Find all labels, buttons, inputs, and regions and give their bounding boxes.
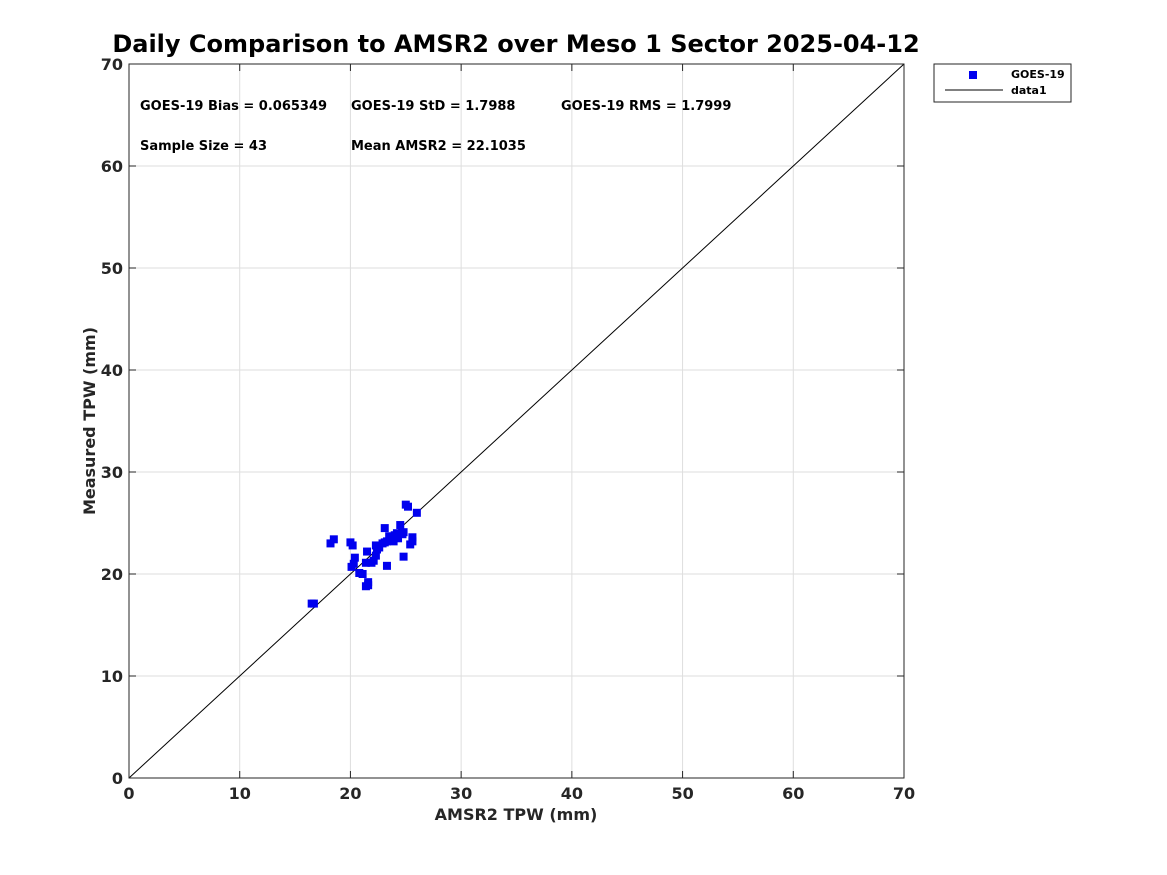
y-tick-label: 20 <box>101 565 123 584</box>
data-point <box>349 559 358 568</box>
data-point <box>382 561 391 570</box>
data-point <box>348 541 357 550</box>
data-points <box>307 500 421 608</box>
stat-rms: GOES-19 RMS = 1.7999 <box>561 99 731 114</box>
legend-label-data1: data1 <box>1011 84 1047 97</box>
data-point <box>363 547 372 556</box>
chart-title: Daily Comparison to AMSR2 over Meso 1 Se… <box>112 30 919 58</box>
reference-line-group <box>128 63 905 779</box>
legend-box <box>933 63 1072 103</box>
data-point <box>364 578 373 587</box>
data-point <box>375 543 384 552</box>
legend-label-goes19: GOES-19 <box>1011 68 1065 81</box>
x-tick-label: 30 <box>450 784 472 803</box>
data-point <box>371 551 380 560</box>
legend: GOES-19 data1 <box>933 63 1072 103</box>
data-point <box>408 537 417 546</box>
stat-std: GOES-19 StD = 1.7988 <box>351 99 515 114</box>
stat-bias: GOES-19 Bias = 0.065349 <box>140 99 327 114</box>
data-point <box>396 521 405 530</box>
x-tick-label: 60 <box>782 784 804 803</box>
data-point <box>392 529 401 538</box>
data-point <box>369 556 378 565</box>
y-tick-label: 40 <box>101 361 123 380</box>
y-tick-label: 60 <box>101 157 123 176</box>
data-point <box>399 552 408 561</box>
data-point <box>378 539 387 548</box>
data-point <box>350 553 359 562</box>
plot-frame <box>128 63 905 779</box>
axis-ticks: 0 10 20 30 40 50 60 70 0 10 20 30 40 50 60 70 <box>101 55 915 803</box>
stats-annotations: GOES-19 Bias = 0.065349 GOES-19 StD = 1.7… <box>140 99 731 154</box>
data-point <box>326 539 335 548</box>
data-point <box>394 534 403 543</box>
y-axis-label: Measured TPW (mm) <box>80 327 99 515</box>
x-tick-label: 20 <box>339 784 361 803</box>
x-tick-label: 40 <box>561 784 583 803</box>
gridlines <box>129 64 904 778</box>
data-point <box>329 535 338 544</box>
stat-mean: Mean AMSR2 = 22.1035 <box>351 139 526 154</box>
data-point <box>412 508 421 517</box>
x-axis-label: AMSR2 TPW (mm) <box>435 805 598 824</box>
y-tick-label: 70 <box>101 55 123 74</box>
data-point <box>361 558 370 567</box>
y-tick-label: 30 <box>101 463 123 482</box>
y-tick-label: 0 <box>112 769 123 788</box>
data-point <box>399 528 408 537</box>
x-tick-label: 70 <box>893 784 915 803</box>
legend-marker-goes19 <box>969 71 977 79</box>
data-point <box>380 524 389 533</box>
stat-sample: Sample Size = 43 <box>140 139 267 154</box>
data-point <box>358 570 367 578</box>
data-point <box>309 599 318 608</box>
x-tick-label: 50 <box>671 784 693 803</box>
data-point <box>404 502 412 511</box>
x-tick-label: 10 <box>229 784 251 803</box>
y-tick-label: 10 <box>101 667 123 686</box>
data-point <box>389 537 398 546</box>
reference-line <box>128 63 905 779</box>
y-tick-label: 50 <box>101 259 123 278</box>
data-point <box>408 533 417 542</box>
x-tick-label: 0 <box>123 784 134 803</box>
